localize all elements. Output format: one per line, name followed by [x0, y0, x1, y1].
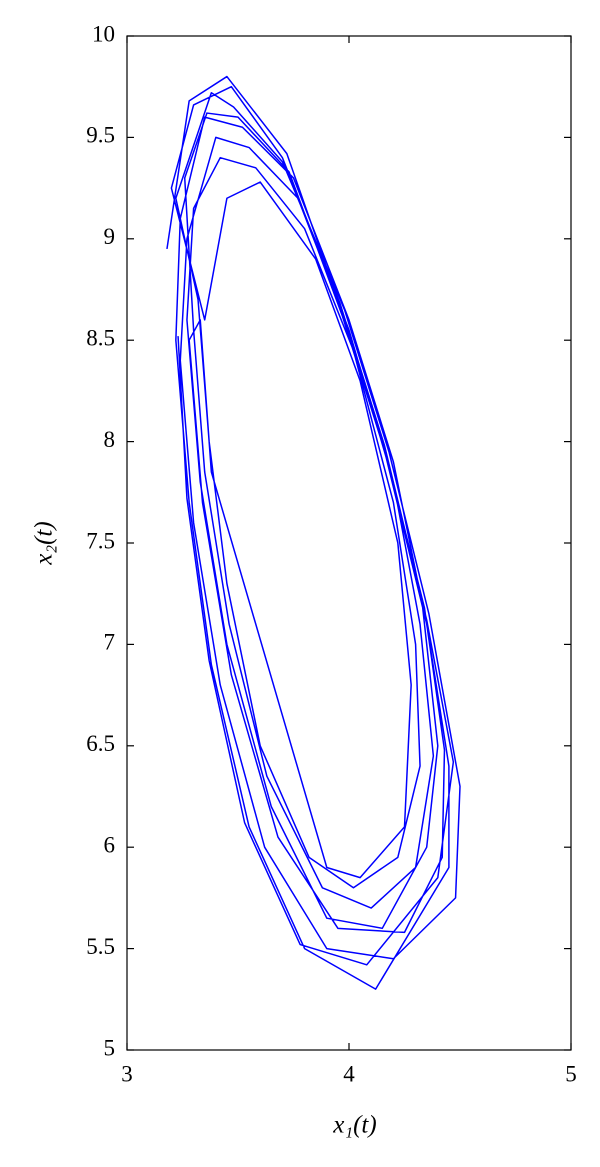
y-tick-label: 8: [104, 427, 116, 452]
y-tick-label: 8.5: [86, 325, 115, 350]
trajectory: [166, 75, 461, 990]
x-tick-label: 5: [565, 1061, 577, 1086]
y-tick-label: 10: [92, 21, 115, 46]
y-tick-label: 9: [104, 224, 116, 249]
y-tick-label: 6.5: [86, 731, 115, 756]
y-tick-label: 9.5: [86, 123, 115, 148]
y-tick-label: 5: [104, 1035, 116, 1060]
y-tick-label: 7.5: [86, 528, 115, 553]
x-axis-label: x₁(t): [332, 1112, 376, 1139]
y-tick-label: 7: [104, 630, 116, 655]
x-tick-label: 3: [121, 1061, 133, 1086]
y-tick-label: 5.5: [86, 934, 115, 959]
x-tick-label: 4: [343, 1061, 355, 1086]
y-tick-label: 6: [104, 832, 116, 857]
y-axis-label: x₂(t): [31, 521, 58, 565]
